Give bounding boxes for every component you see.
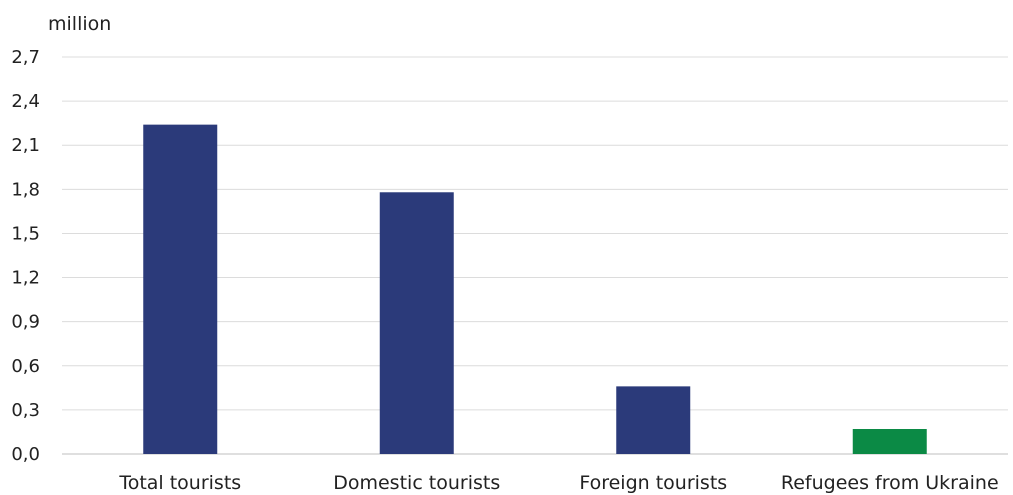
bar	[143, 124, 218, 455]
bar	[852, 429, 927, 454]
bar	[379, 192, 454, 454]
x-axis-categories: Total tourists Domestic tourists Foreign t…	[118, 472, 998, 494]
x-category-label: Total tourists	[118, 472, 241, 494]
x-category-label: Refugees from Ukraine	[781, 472, 999, 494]
y-tick-label: 1,8	[11, 179, 40, 200]
y-tick-label: 2,1	[11, 135, 40, 156]
gridlines	[62, 56, 1008, 455]
y-tick-label: 1,2	[11, 268, 40, 289]
y-tick-label: 1,5	[11, 223, 40, 244]
bar	[616, 386, 691, 454]
y-tick-label: 2,7	[11, 47, 40, 68]
y-tick-label: 0,9	[11, 312, 40, 333]
y-tick-label: 0,0	[11, 444, 40, 465]
x-category-label: Foreign tourists	[579, 472, 727, 494]
y-tick-label: 0,3	[11, 400, 40, 421]
y-tick-label: 0,6	[11, 356, 40, 377]
y-tick-label: 2,4	[11, 91, 40, 112]
bars	[143, 124, 927, 455]
y-axis-ticks: 0,0 0,3 0,6 0,9 1,2 1,5 1,8 2,1 2,4 2,7	[11, 47, 40, 465]
y-axis-unit-label: million	[48, 13, 111, 35]
x-category-label: Domestic tourists	[333, 472, 500, 494]
